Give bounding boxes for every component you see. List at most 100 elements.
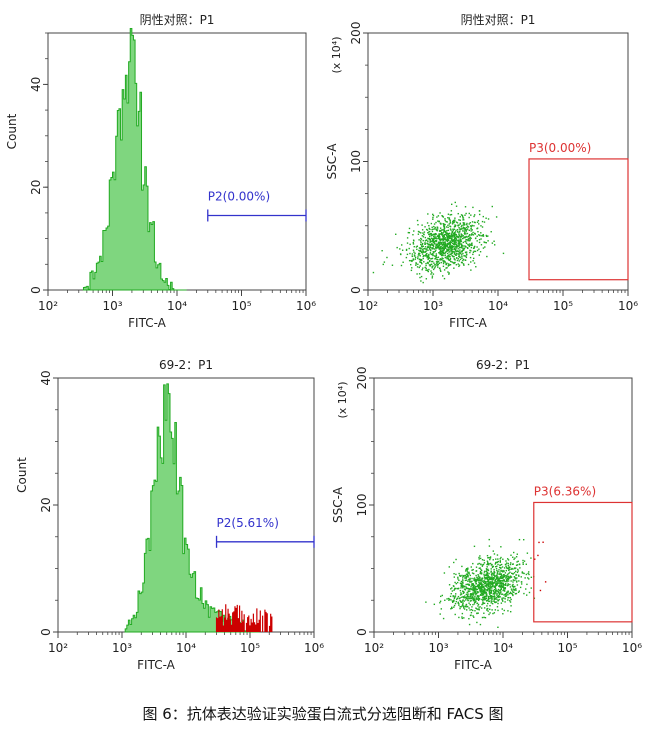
event-point [444, 244, 446, 247]
event-point [413, 245, 415, 248]
event-point [421, 242, 424, 245]
event-point [502, 586, 505, 588]
event-point [507, 564, 510, 567]
event-point [491, 573, 493, 575]
event-point [430, 244, 432, 246]
event-point [509, 610, 512, 613]
event-point [485, 585, 487, 588]
event-point [473, 257, 475, 260]
event-point [488, 582, 490, 585]
event-point [411, 253, 414, 255]
event-point [443, 233, 446, 236]
event-point [487, 579, 489, 582]
event-point [475, 237, 477, 239]
event-point [455, 221, 458, 223]
event-point [457, 245, 459, 247]
event-point [499, 560, 502, 562]
event-point [431, 267, 433, 269]
event-point [483, 588, 485, 590]
event-point [453, 237, 456, 240]
event-point [425, 264, 427, 267]
event-point [489, 591, 492, 594]
event-point [446, 229, 448, 232]
event-point [427, 243, 429, 245]
event-point [495, 581, 497, 583]
event-point [469, 244, 471, 247]
x-axis-label: FITC-A [137, 658, 176, 672]
event-point [431, 277, 434, 279]
event-point [518, 563, 521, 566]
event-point [437, 256, 440, 258]
event-point [507, 580, 510, 582]
event-point [434, 235, 436, 237]
event-point [466, 223, 468, 226]
event-point [463, 237, 465, 239]
event-point [432, 241, 435, 244]
event-point [440, 230, 442, 232]
event-point [464, 579, 467, 582]
event-point [467, 587, 469, 590]
event-point [459, 597, 461, 599]
event-point [468, 623, 471, 626]
event-point [422, 248, 424, 250]
event-point [437, 215, 440, 217]
event-point [460, 214, 463, 216]
event-point [504, 580, 506, 583]
event-point [481, 592, 483, 594]
event-point [500, 582, 502, 585]
event-point [514, 567, 516, 570]
event-point [474, 597, 476, 599]
event-point [433, 240, 436, 243]
event-point [469, 580, 471, 582]
event-point [451, 230, 453, 233]
event-point [457, 588, 459, 590]
event-point [528, 578, 530, 580]
event-point [436, 228, 439, 230]
event-point [502, 582, 504, 584]
event-point [473, 616, 475, 618]
event-point [499, 558, 501, 560]
event-point [465, 573, 468, 575]
event-point [487, 598, 490, 601]
event-point [471, 592, 474, 594]
event-point [441, 257, 443, 259]
event-point [451, 237, 453, 240]
event-point [432, 214, 435, 217]
event-point [422, 267, 424, 269]
event-point [454, 238, 457, 240]
event-point [469, 251, 471, 254]
event-point [494, 601, 497, 604]
event-point [439, 252, 441, 255]
event-point [466, 247, 469, 249]
event-point [418, 247, 421, 249]
event-point [473, 585, 476, 587]
event-point [445, 226, 448, 228]
event-point [515, 564, 518, 566]
event-point [444, 599, 446, 601]
event-point [477, 563, 479, 565]
event-point [426, 222, 429, 224]
event-point [446, 232, 449, 234]
event-point [427, 261, 429, 264]
event-point [487, 563, 490, 565]
event-point [453, 228, 456, 230]
event-point [442, 224, 445, 226]
event-point [493, 586, 495, 588]
event-point [475, 570, 477, 572]
event-point [462, 215, 464, 218]
event-point [484, 588, 486, 590]
event-point [399, 248, 401, 250]
event-point [501, 599, 504, 601]
event-point [498, 589, 500, 592]
event-point [453, 234, 456, 237]
event-point [464, 595, 466, 597]
event-point [419, 265, 421, 267]
event-point [410, 269, 413, 272]
event-point [439, 602, 441, 604]
event-point [453, 241, 456, 243]
event-point [465, 596, 467, 599]
event-point [503, 579, 505, 581]
event-point [507, 575, 510, 578]
event-point [450, 606, 453, 609]
event-point [427, 249, 429, 252]
